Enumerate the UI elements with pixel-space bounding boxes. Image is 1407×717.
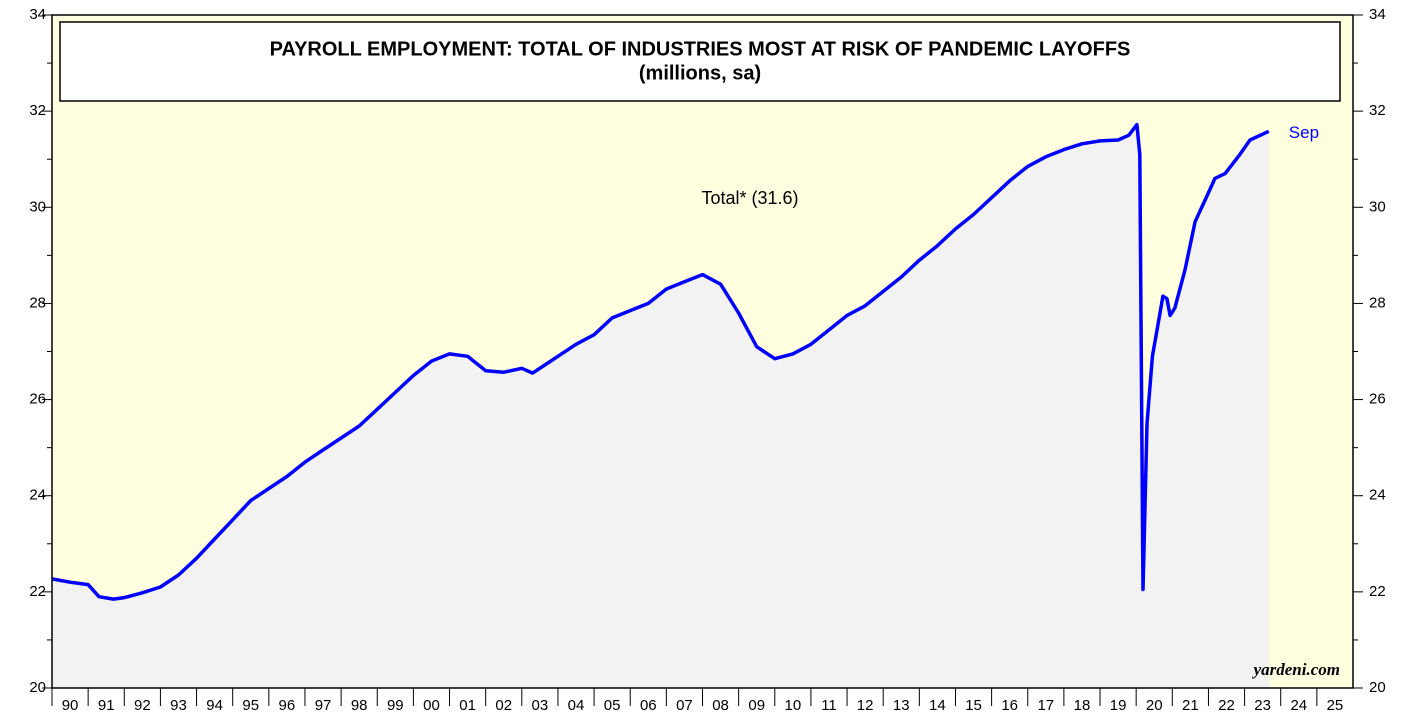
x-tick-label: 19 [1110,697,1127,714]
x-tick-label: 90 [62,697,79,714]
y2-tick-label: 26 [1369,391,1386,408]
y-tick-label: 20 [29,679,46,696]
annotation: Total* (31.6) [701,188,798,208]
area-fill [52,124,1269,689]
x-tick-label: 06 [640,697,657,714]
title-box [59,21,1341,102]
y-tick-label: 24 [29,487,46,504]
x-tick-label: 22 [1218,697,1235,714]
x-tick-label: 03 [532,697,549,714]
x-tick-label: 95 [242,697,259,714]
x-tick-label: 96 [279,697,296,714]
x-tick-label: 91 [98,697,115,714]
x-tick-label: 12 [857,697,874,714]
y2-tick-label: 24 [1369,487,1386,504]
x-tick-label: 98 [351,697,368,714]
x-tick-label: 97 [315,697,332,714]
x-tick-label: 92 [134,697,151,714]
x-tick-label: 23 [1254,697,1271,714]
y-tick-label: 22 [29,583,46,600]
x-tick-label: 99 [387,697,404,714]
y2-tick-label: 22 [1369,583,1386,600]
chart-title: PAYROLL EMPLOYMENT: TOTAL OF INDUSTRIES … [270,38,1131,60]
x-tick-label: 01 [459,697,476,714]
x-tick-label: 25 [1327,697,1344,714]
source: yardeni.com [1252,660,1340,679]
x-tick-label: 04 [568,697,585,714]
y-tick-label: 28 [29,294,46,311]
y2-tick-label: 30 [1369,198,1386,215]
y2-tick-label: 32 [1369,102,1386,119]
y2-tick-label: 20 [1369,679,1386,696]
x-tick-label: 15 [965,697,982,714]
x-tick-label: 00 [423,697,440,714]
x-tick-label: 13 [893,697,910,714]
x-tick-label: 18 [1074,697,1091,714]
x-tick-label: 14 [929,697,946,714]
chart-subtitle: (millions, sa) [639,62,761,84]
x-tick-label: 10 [785,697,802,714]
x-tick-label: 94 [206,697,223,714]
x-tick-label: 11 [821,697,837,714]
x-tick-label: 02 [495,697,512,714]
x-tick-label: 16 [1001,697,1018,714]
line [51,122,1270,601]
y-tick-label: 32 [29,102,46,119]
x-tick-label: 07 [676,697,693,714]
x-tick-label: 08 [712,697,729,714]
y-tick-label: 26 [29,391,46,408]
x-tick-label: 20 [1146,697,1163,714]
x-tick-label: 24 [1290,697,1307,714]
x-tick-label: 09 [748,697,765,714]
x-tick-label: 17 [1037,697,1054,714]
end-label: Sep [1289,123,1319,142]
x-tick-label: 93 [170,697,187,714]
marks [51,122,1270,689]
y-tick-label: 30 [29,198,46,215]
y2-tick-label: 34 [1369,6,1386,23]
y-tick-label: 34 [29,6,46,23]
y2-tick-label: 28 [1369,294,1386,311]
x-tick-label: 05 [604,697,621,714]
x-tick-label: 21 [1182,697,1199,714]
